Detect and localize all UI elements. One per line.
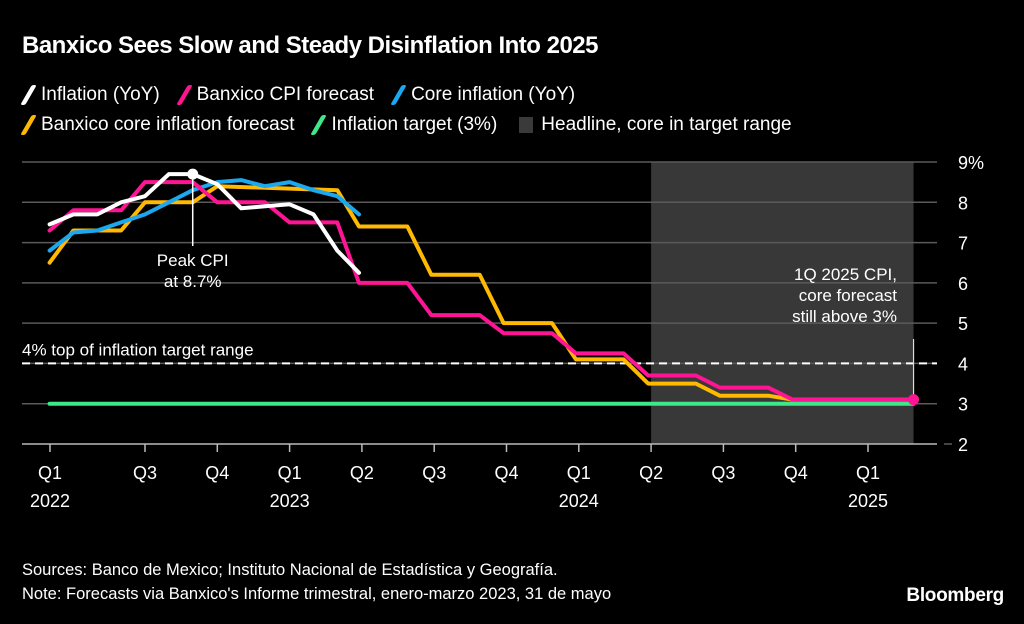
legend-label: Inflation (YoY) [41,84,160,105]
y-tick-label: 6 [958,274,968,294]
legend-row-1: Inflation (YoY) Banxico CPI forecast Cor… [20,84,593,106]
x-tick-label: Q4 [784,463,808,483]
q1-2025-cpi-marker [908,394,920,406]
legend-item-inflation: Inflation (YoY) [20,84,160,106]
legend-item-core-inflation: Core inflation (YoY) [390,84,576,106]
y-tick-label: 4 [958,354,968,374]
q1-2025-annotation-text: still above 3% [792,307,897,326]
legend-item-target: Inflation target (3%) [310,114,498,136]
legend-item-target-range: Headline, core in target range [515,114,792,136]
x-tick-label: Q1 [38,463,62,483]
x-tick-label: Q3 [422,463,446,483]
legend-row-2: Banxico core inflation forecast Inflatio… [20,114,810,136]
legend-label: Core inflation (YoY) [411,84,576,105]
peak-annotation-text: Peak CPI [157,251,229,270]
q1-2025-annotation-text: core forecast [799,286,898,305]
x-tick-year-label: 2023 [270,491,310,511]
series-line-core-inflation-yoy [47,178,361,253]
sources-note: Sources: Banco de Mexico; Instituto Naci… [22,561,558,579]
series-line-banxico-core-inflation-forecast [47,184,916,402]
legend-label: Headline, core in target range [541,114,792,135]
x-tick-label: Q3 [133,463,157,483]
series-line-banxico-cpi-forecast [47,180,916,402]
q1-2025-annotation-text: 1Q 2025 CPI, [794,265,897,284]
bloomberg-logo: Bloomberg [906,585,1004,606]
legend-label: Inflation target (3%) [331,114,498,135]
y-tick-label: 5 [958,314,968,334]
x-tick-label: Q1 [567,463,591,483]
x-tick-label: Q2 [639,463,663,483]
legend-box-shaded-icon [519,117,534,133]
x-tick-year-label: 2022 [30,491,70,511]
x-tick-year-label: 2025 [848,491,888,511]
x-tick-label: Q4 [494,463,518,483]
x-tick-label: Q1 [278,463,302,483]
x-tick-label: Q3 [711,463,735,483]
y-tick-label: 7 [958,234,968,254]
y-tick-label: 2 [958,435,968,455]
x-tick-label: Q2 [350,463,374,483]
chart-title: Banxico Sees Slow and Steady Disinflatio… [22,32,599,59]
reference-line-label: 4% top of inflation target range [22,340,254,359]
x-tick-label: Q4 [205,463,229,483]
x-tick-label: Q1 [856,463,880,483]
peak-cpi-marker [187,168,199,180]
legend-item-core-forecast: Banxico core inflation forecast [20,114,295,136]
footer: Sources: Banco de Mexico; Instituto Naci… [22,558,611,606]
y-tick-label: 8 [958,193,968,213]
y-tick-label: 3 [958,395,968,415]
legend-item-cpi-forecast: Banxico CPI forecast [175,84,375,106]
series-line-inflation-yoy [47,172,361,275]
x-tick-year-label: 2024 [559,491,599,511]
legend-label: Banxico core inflation forecast [41,114,295,135]
legend-label: Banxico CPI forecast [196,84,375,105]
peak-annotation-text: at 8.7% [164,272,222,291]
y-tick-label: 9% [958,153,984,173]
forecast-note: Note: Forecasts via Banxico's Informe tr… [22,585,612,603]
